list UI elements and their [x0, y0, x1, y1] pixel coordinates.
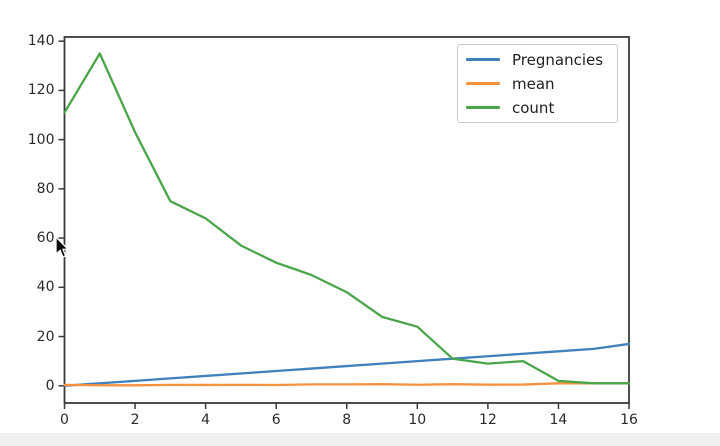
mean-line	[63, 382, 631, 387]
legend-swatch-mean	[466, 82, 500, 85]
legend-label-mean: mean	[512, 74, 555, 93]
bottom-bar	[0, 433, 720, 446]
x-tick-label: 8	[342, 412, 352, 428]
x-tick-label: 2	[130, 412, 140, 428]
x-tick-label: 10	[408, 412, 427, 428]
x-tick-label: 14	[549, 412, 568, 428]
y-tick-label: 100	[27, 131, 55, 148]
legend-item-pregnancies: Pregnancies	[466, 50, 617, 69]
y-tick-label: 80	[36, 180, 55, 197]
y-tick-label: 60	[36, 230, 55, 247]
x-tick-label: 12	[478, 412, 497, 428]
x-tick-label: 0	[60, 412, 69, 428]
y-tick-label: 140	[27, 33, 55, 50]
count-line	[63, 52, 631, 385]
legend-label-count: count	[512, 98, 555, 117]
x-tick-label: 16	[620, 412, 638, 428]
legend-label-pregnancies: Pregnancies	[512, 50, 604, 69]
series-lines	[63, 52, 631, 387]
legend-swatch-count	[466, 106, 500, 109]
legend-swatch-pregnancies	[466, 58, 500, 61]
mouse-cursor-icon	[55, 236, 69, 258]
y-tick-label: 40	[36, 279, 55, 296]
x-tick-label: 4	[201, 412, 211, 428]
legend: Pregnancies mean count	[457, 44, 618, 123]
x-tick-label: 6	[271, 412, 281, 428]
y-tick-label: 20	[36, 328, 55, 345]
pregnancies-line	[63, 342, 631, 387]
legend-item-mean: mean	[466, 74, 617, 93]
legend-item-count: count	[466, 98, 617, 117]
y-tick-label: 0	[45, 377, 55, 394]
y-tick-label: 120	[27, 82, 55, 99]
